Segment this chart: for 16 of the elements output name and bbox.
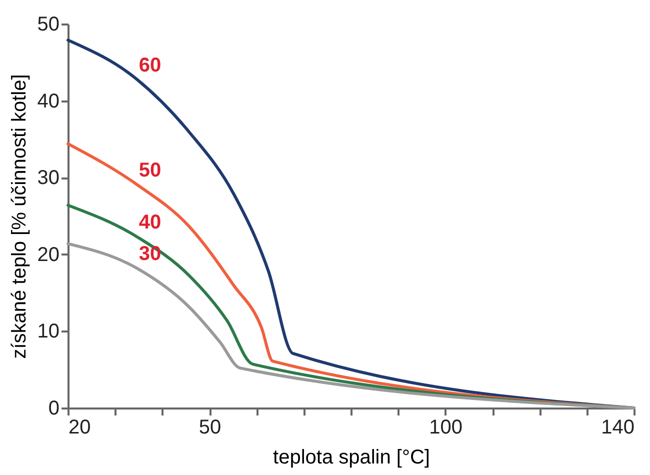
y-tick-label: 50 — [37, 14, 60, 36]
y-tick-label: 30 — [37, 167, 60, 190]
x-tick-label: 100 — [429, 416, 463, 438]
series-label: 60 — [138, 54, 162, 76]
x-axis-title: teplota spalin [°C] — [273, 446, 430, 468]
x-tick-label: 20 — [68, 416, 91, 438]
series-label: 40 — [138, 212, 162, 234]
x-tick-label: 140 — [601, 416, 634, 438]
y-tick-label: 20 — [37, 244, 60, 266]
y-tick-label: 40 — [37, 90, 60, 112]
x-tick-label: 50 — [198, 416, 222, 438]
series-label: 30 — [138, 243, 162, 266]
y-tick-label: 0 — [48, 398, 60, 420]
y-axis-title: získané teplo [% účinnosti kotle] — [8, 74, 30, 359]
y-tick-label: 10 — [37, 320, 60, 343]
series-label: 50 — [138, 160, 162, 182]
